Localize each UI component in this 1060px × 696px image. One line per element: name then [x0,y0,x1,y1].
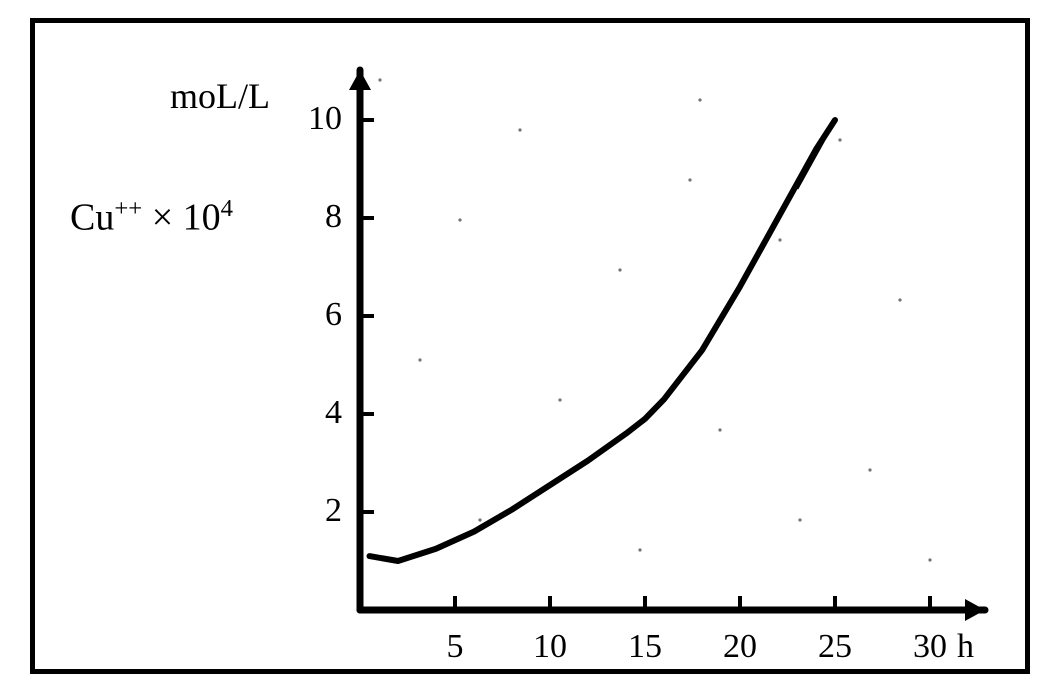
x-tick-label: 15 [625,628,665,666]
y-tick-label: 8 [325,198,342,236]
x-tick-label: 25 [815,628,855,666]
y-tick-label: 10 [308,100,342,138]
y-tick-label: 2 [325,492,342,530]
y-tick-label: 6 [325,296,342,334]
x-tick-label: 5 [435,628,475,666]
y-axis-unit-label: moL/L [170,75,270,117]
x-axis-label: h [957,628,974,666]
x-tick-label: 20 [720,628,760,666]
y-axis-title: Cu++ × 104 [70,195,233,240]
x-tick-label: 30 [910,628,950,666]
chart-svg [0,0,1060,696]
y-tick-label: 4 [325,394,342,432]
x-tick-label: 10 [530,628,570,666]
